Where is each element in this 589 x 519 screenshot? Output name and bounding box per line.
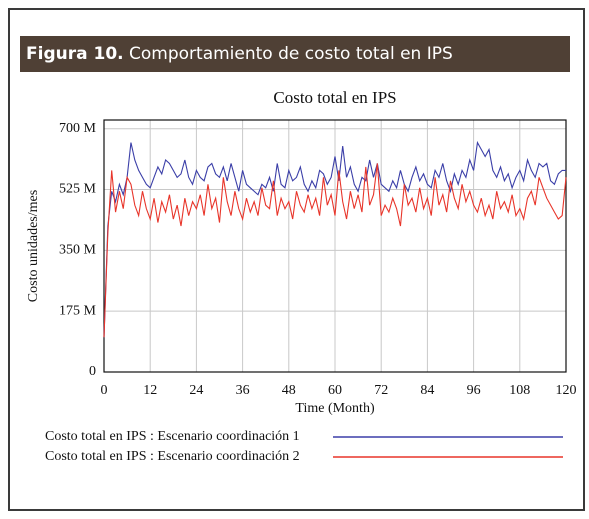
x-tick-label: 24: [189, 383, 203, 398]
x-tick-label: 48: [282, 383, 296, 398]
y-tick-label: 175 M: [59, 303, 97, 318]
x-tick-label: 60: [328, 383, 342, 398]
x-tick-label: 108: [509, 383, 530, 398]
line-series: [103, 163, 567, 338]
figure-caption: Comportamiento de costo total en IPS: [129, 44, 453, 64]
x-tick-label: 96: [467, 383, 481, 398]
y-tick-label: 0: [89, 364, 96, 379]
x-tick-label: 0: [101, 383, 108, 398]
plot-frame: [103, 119, 567, 373]
figure-frame: [8, 8, 585, 511]
chart-title: Costo total en IPS: [273, 88, 396, 107]
y-tick-label: 700 M: [59, 121, 97, 136]
x-tick-label: 12: [143, 383, 157, 398]
figure-label: Figura 10.: [26, 44, 124, 64]
y-tick-label: 350 M: [59, 243, 97, 258]
x-axis-label: Time (Month): [295, 401, 375, 416]
figure-header: Figura 10. Comportamiento de costo total…: [20, 36, 570, 72]
x-tick-label: 36: [236, 383, 250, 398]
legend-label: Costo total en IPS : Escenario coordinac…: [45, 449, 300, 464]
line-series: [103, 140, 566, 338]
x-tick-label: 120: [556, 383, 577, 398]
x-tick-label: 72: [374, 383, 388, 398]
x-tick-label: 84: [420, 383, 434, 398]
y-tick-label: 525 M: [59, 182, 97, 197]
legend-label: Costo total en IPS : Escenario coordinac…: [45, 429, 300, 444]
y-axis-label: Costo unidades/mes: [26, 190, 41, 302]
